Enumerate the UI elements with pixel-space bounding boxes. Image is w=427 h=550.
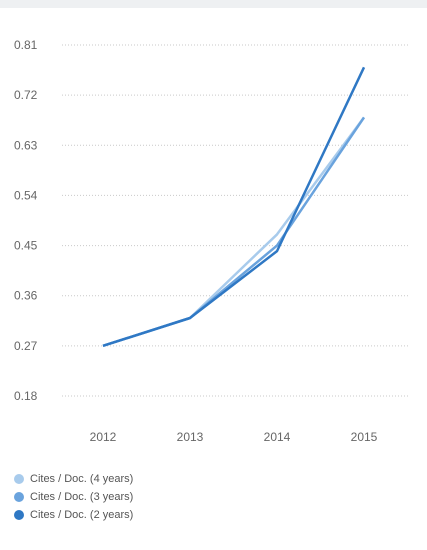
legend-swatch-icon [14, 474, 24, 484]
y-tick-label: 0.36 [14, 289, 38, 303]
x-tick-label: 2014 [264, 430, 291, 444]
legend-label: Cites / Doc. (4 years) [30, 473, 134, 485]
y-tick-label: 0.81 [14, 38, 38, 52]
x-tick-label: 2012 [90, 430, 117, 444]
chart-legend: Cites / Doc. (4 years) Cites / Doc. (3 ye… [14, 470, 133, 524]
y-tick-label: 0.27 [14, 339, 38, 353]
y-tick-label: 0.18 [14, 389, 38, 403]
legend-swatch-icon [14, 510, 24, 520]
legend-item[interactable]: Cites / Doc. (3 years) [14, 488, 133, 506]
widget-header-bar [0, 0, 427, 8]
legend-swatch-icon [14, 492, 24, 502]
y-tick-label: 0.54 [14, 188, 38, 202]
legend-label: Cites / Doc. (3 years) [30, 491, 134, 503]
x-tick-label: 2013 [177, 430, 204, 444]
line-chart: 0.81 0.72 0.63 0.54 0.45 0.36 0.27 0.18 2012 2013… [14, 38, 408, 444]
y-tick-label: 0.72 [14, 88, 38, 102]
x-tick-label: 2015 [351, 430, 378, 444]
legend-label: Cites / Doc. (2 years) [30, 509, 134, 521]
legend-item[interactable]: Cites / Doc. (4 years) [14, 470, 133, 488]
legend-item[interactable]: Cites / Doc. (2 years) [14, 506, 133, 524]
y-tick-label: 0.45 [14, 239, 38, 253]
series-line-2[interactable] [102, 66, 366, 348]
y-tick-label: 0.63 [14, 138, 38, 152]
